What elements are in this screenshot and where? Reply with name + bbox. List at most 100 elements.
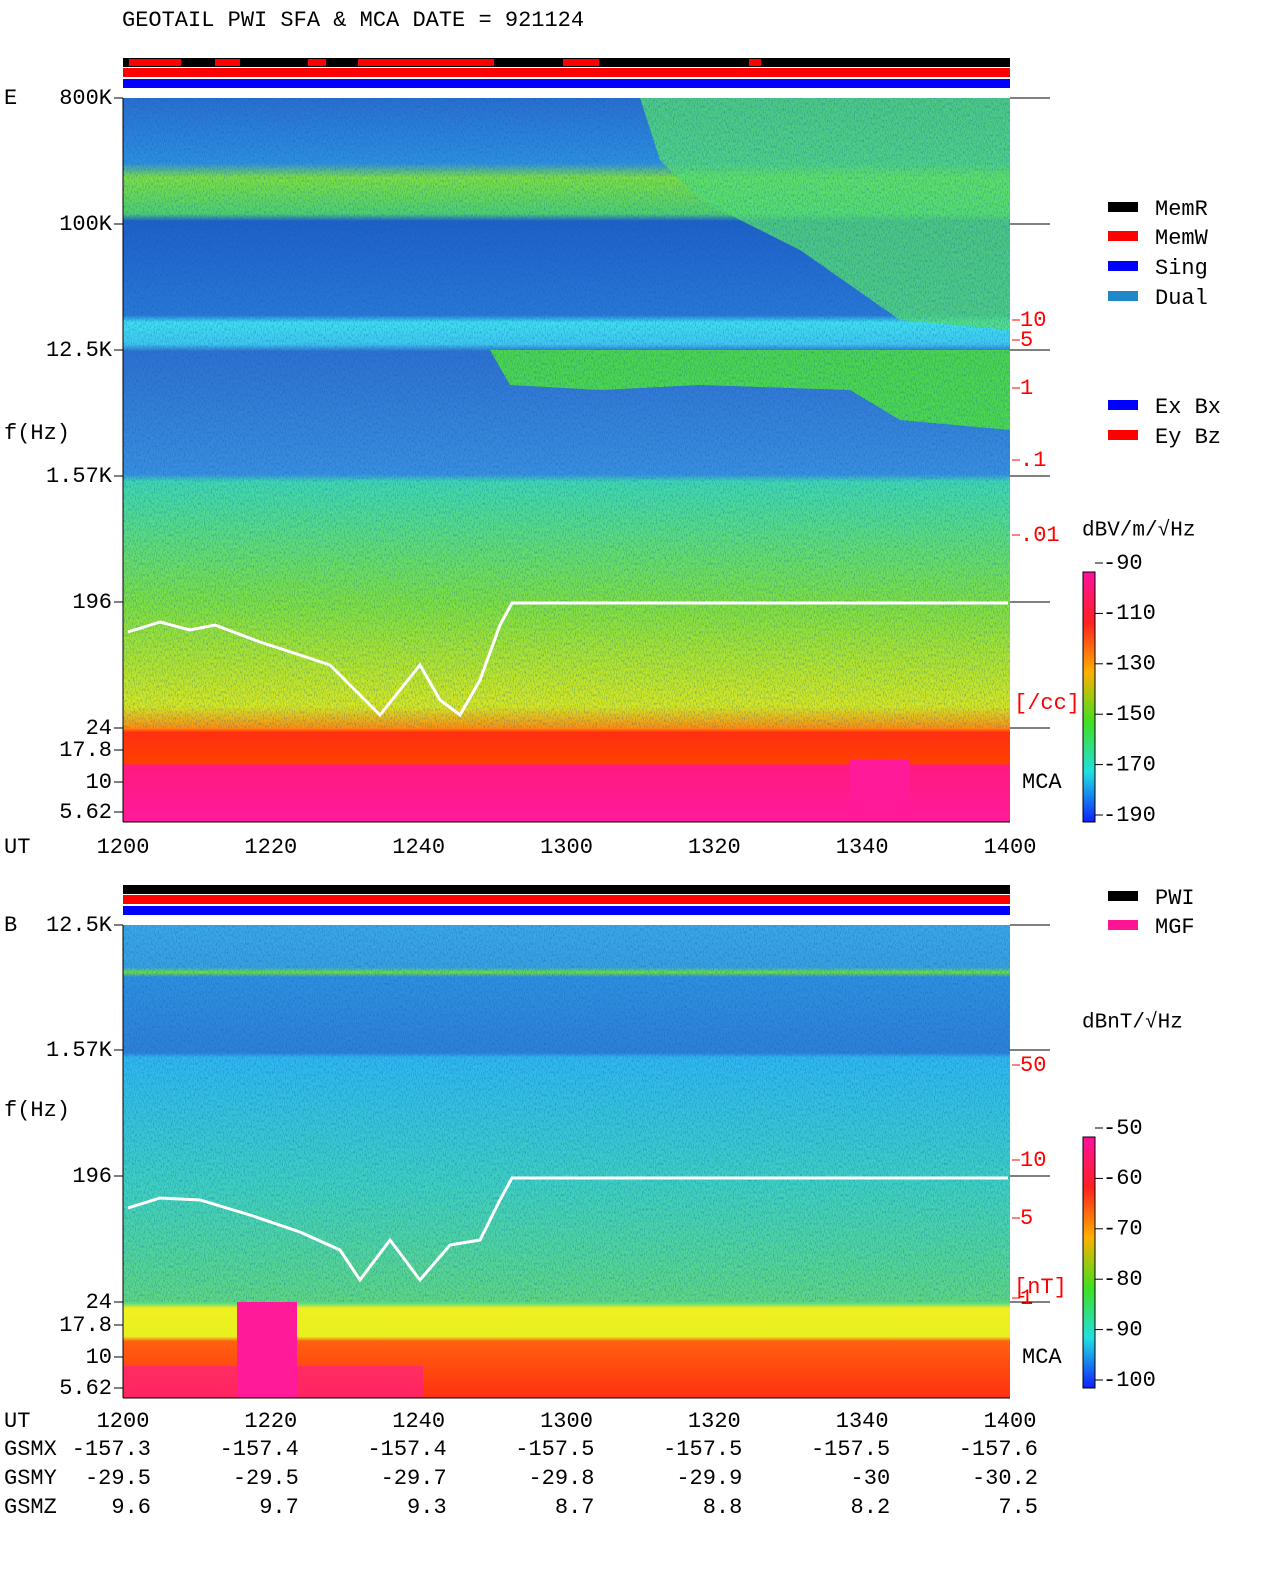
density-tick-label: 10 — [1020, 1148, 1046, 1173]
orbit-value: 8.8 — [703, 1495, 743, 1520]
density-tick-label: 5 — [1020, 1206, 1033, 1231]
panel-label: B — [4, 913, 17, 938]
orbit-value: 8.2 — [851, 1495, 891, 1520]
y-tick-label: 1.57K — [46, 464, 113, 489]
legend-label: Dual — [1155, 286, 1208, 311]
density-tick-label: .01 — [1020, 523, 1060, 548]
colorbar-tick-label: -70 — [1103, 1217, 1143, 1242]
orbit-value: -157.5 — [515, 1437, 594, 1462]
density-tick-label: 5 — [1020, 328, 1033, 353]
legend-swatch — [1108, 891, 1138, 901]
density-tick-label: 1 — [1020, 376, 1033, 401]
density-tick-label: .1 — [1020, 448, 1046, 473]
x-tick-label: 1320 — [688, 835, 741, 860]
x-tick-label: 1400 — [984, 1409, 1037, 1434]
y-tick-label: 24 — [86, 1290, 112, 1315]
y-tick-label: 12.5K — [46, 913, 113, 938]
density-unit: [/cc] — [1014, 691, 1080, 716]
legend-label: MemW — [1155, 226, 1209, 251]
legend-swatch — [1108, 291, 1138, 301]
status-bar — [123, 906, 1010, 915]
orbit-label: GSMX — [4, 1437, 57, 1462]
status-bar — [129, 59, 181, 66]
orbit-label: GSMY — [4, 1466, 57, 1491]
x-tick-label: 1340 — [836, 835, 889, 860]
density-unit: [nT] — [1014, 1275, 1067, 1300]
spectrogram-feature — [850, 760, 910, 822]
orbit-value: -30.2 — [972, 1466, 1038, 1491]
orbit-value: -157.4 — [367, 1437, 446, 1462]
y-tick-label: 10 — [86, 1345, 112, 1370]
y-tick-label: 196 — [72, 590, 112, 615]
legend-swatch — [1108, 920, 1138, 930]
legend-swatch — [1108, 231, 1138, 241]
legend-label: Ey Bz — [1155, 425, 1221, 450]
colorbar-unit: dBV/m/√Hz — [1082, 519, 1195, 543]
x-tick-label: 1220 — [244, 1409, 297, 1434]
title: GEOTAIL PWI SFA & MCA DATE = 921124 — [122, 8, 584, 33]
colorbar — [1082, 1136, 1096, 1389]
y-tick-label: 5.62 — [59, 1376, 112, 1401]
legend-swatch — [1108, 261, 1138, 271]
y-tick-label: 5.62 — [59, 800, 112, 825]
status-bar — [123, 79, 1010, 88]
x-tick-label: 1300 — [540, 1409, 593, 1434]
orbit-value: -29.7 — [381, 1466, 447, 1491]
legend-label: Sing — [1155, 256, 1208, 281]
orbit-value: -157.6 — [959, 1437, 1038, 1462]
status-bar — [358, 59, 494, 66]
mca-label: MCA — [1022, 770, 1062, 795]
y-tick-label: 10 — [86, 770, 112, 795]
colorbar-tick-label: -60 — [1103, 1166, 1143, 1191]
orbit-label: GSMZ — [4, 1495, 57, 1520]
y-axis-label: f(Hz) — [4, 1098, 70, 1123]
y-tick-label: 17.8 — [59, 738, 112, 763]
x-tick-label: 1200 — [97, 1409, 150, 1434]
orbit-value: 9.7 — [259, 1495, 299, 1520]
legend-label: PWI — [1155, 886, 1195, 911]
spectrograms — [123, 58, 1096, 1398]
colorbar-tick-label: -130 — [1103, 652, 1156, 677]
orbit-value: -157.4 — [220, 1437, 299, 1462]
status-bar — [123, 885, 1010, 894]
colorbar-tick-label: -50 — [1103, 1116, 1143, 1141]
x-tick-label: 1320 — [688, 1409, 741, 1434]
orbit-value: -157.3 — [72, 1437, 151, 1462]
density-tick-label: 10 — [1020, 308, 1046, 333]
y-tick-label: 800K — [59, 86, 113, 111]
panel-label: E — [4, 86, 17, 111]
colorbar-tick-label: -90 — [1103, 1317, 1143, 1342]
status-bar — [749, 59, 761, 66]
y-tick-label: 12.5K — [46, 338, 113, 363]
colorbar-unit: dBnT/√Hz — [1082, 1011, 1183, 1035]
density-tick-label: 1 — [1020, 1286, 1033, 1311]
colorbar-tick-label: -110 — [1103, 601, 1156, 626]
orbit-value: -29.5 — [85, 1466, 151, 1491]
x-tick-label: 1300 — [540, 835, 593, 860]
status-bar — [215, 59, 240, 66]
colorbar — [1082, 571, 1096, 823]
colorbar-tick-label: -100 — [1103, 1368, 1156, 1393]
x-tick-label: 1220 — [244, 835, 297, 860]
legend-label: Ex Bx — [1155, 395, 1221, 420]
orbit-value: 7.5 — [998, 1495, 1038, 1520]
x-tick-label: 1240 — [392, 1409, 445, 1434]
legend-label: MemR — [1155, 197, 1208, 222]
density-tick-label: 50 — [1020, 1053, 1046, 1078]
spectrogram-noise — [123, 925, 1010, 1302]
x-tick-label: 1240 — [392, 835, 445, 860]
colorbar-tick-label: -150 — [1103, 702, 1156, 727]
colorbar-tick-label: -80 — [1103, 1267, 1143, 1292]
status-bar — [123, 68, 1010, 77]
orbit-value: -29.5 — [233, 1466, 299, 1491]
legend-swatch — [1108, 400, 1138, 410]
plasma-line — [127, 601, 1008, 718]
legend-label: MGF — [1155, 915, 1195, 940]
orbit-value: -29.8 — [528, 1466, 594, 1491]
orbit-value: 8.7 — [555, 1495, 595, 1520]
legend-swatch — [1108, 430, 1138, 440]
x-tick-label: 1200 — [97, 835, 150, 860]
legend-swatch — [1108, 202, 1138, 212]
status-bar — [308, 59, 326, 66]
